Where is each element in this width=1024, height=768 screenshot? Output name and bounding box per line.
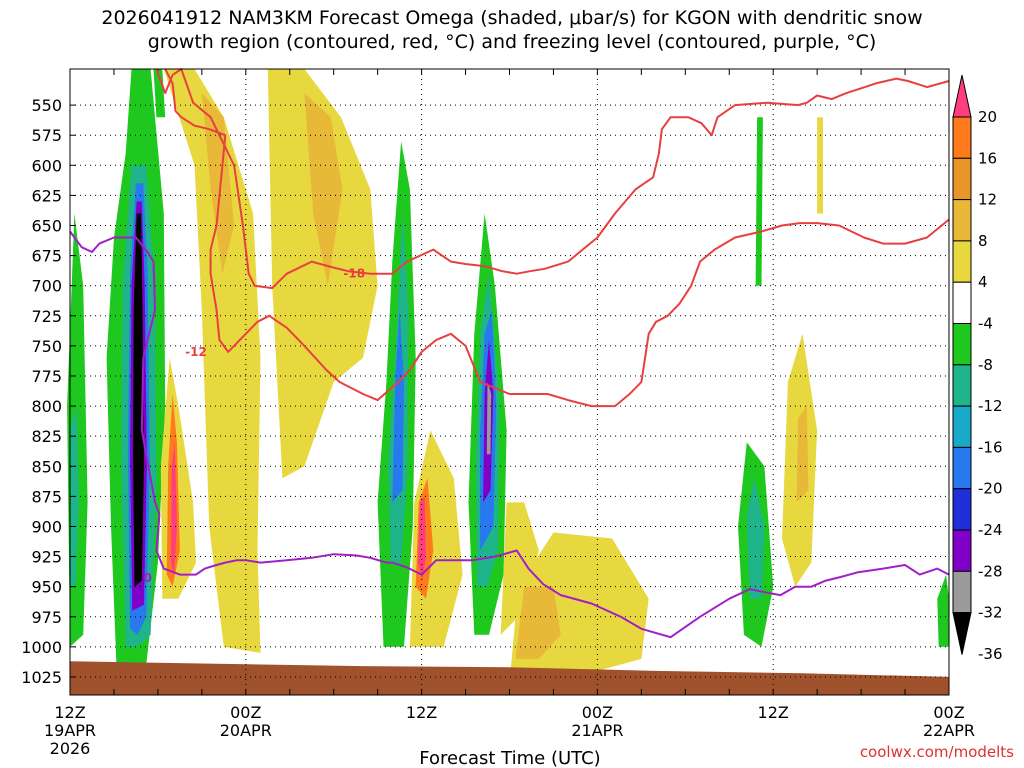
colorbar-label-0: 20 <box>978 108 997 126</box>
x-tick-60-line1: 00Z <box>933 703 964 722</box>
y-tick-875: 875 <box>31 487 62 506</box>
y-tick-1025: 1025 <box>21 668 62 687</box>
colorbar-label-11: -28 <box>978 562 1003 580</box>
y-tick-1000: 1000 <box>21 638 62 657</box>
colorbar-bin-1 <box>952 116 972 159</box>
pressure-axis: 550 575 600 625 650 675 700 725 750 775 800 825 850 8… <box>21 96 76 687</box>
omega-region-31 <box>796 406 809 503</box>
colorbar-bin-2 <box>952 157 972 201</box>
omega-region-34 <box>937 574 949 647</box>
contour-label-1: -18 <box>343 267 365 281</box>
colorbar-bin-6 <box>952 323 972 366</box>
colorbar-label-9: -20 <box>978 480 1003 498</box>
x-tick-36-line1: 00Z <box>582 703 613 722</box>
omega-region-13 <box>201 93 235 274</box>
x-tick-0-line1: 12Z <box>54 703 85 722</box>
omega-region-15 <box>304 93 343 286</box>
temperature-contours: -18 -12 0 <box>69 68 950 639</box>
contour-0-3 <box>69 230 950 639</box>
colorbar-bin-8 <box>952 405 972 448</box>
omega-region-18 <box>392 309 404 503</box>
chart-title-line-2: growth region (contoured, red, °C) and f… <box>148 31 877 53</box>
omega-region-12 <box>163 69 261 653</box>
omega-region-29 <box>515 586 561 659</box>
omega-region-9 <box>160 357 196 599</box>
y-tick-725: 725 <box>31 307 62 326</box>
y-tick-600: 600 <box>31 156 62 175</box>
contour--12-2 <box>164 68 950 408</box>
colorbar-bin-5 <box>952 281 972 325</box>
contour-label-3: 0 <box>143 571 151 585</box>
y-tick-975: 975 <box>31 608 62 627</box>
y-tick-700: 700 <box>31 277 62 296</box>
colorbar-bin-11 <box>952 529 972 572</box>
omega-region-35 <box>755 117 763 286</box>
omega-region-8 <box>153 69 166 118</box>
y-tick-850: 850 <box>31 457 62 476</box>
colorbar-bin-12 <box>952 570 972 614</box>
colorbar-bin-4 <box>952 240 972 283</box>
omega-region-5 <box>133 213 144 587</box>
x-axis-label: Forecast Time (UTC) <box>419 748 600 768</box>
x-tick-48-line1: 12Z <box>758 703 789 722</box>
y-tick-650: 650 <box>31 217 62 236</box>
x-tick-0-line3: 2026 <box>50 739 91 758</box>
colorbar-top-arrow <box>952 74 972 118</box>
omega-region-26 <box>486 382 492 455</box>
x-tick-12-line1: 00Z <box>230 703 261 722</box>
y-tick-625: 625 <box>31 186 62 205</box>
omega-region-33 <box>746 478 765 599</box>
y-tick-925: 925 <box>31 548 62 567</box>
omega-region-21 <box>417 496 426 581</box>
colorbar-label-10: -24 <box>978 521 1003 539</box>
colorbar-bin-3 <box>952 199 972 242</box>
ground-fill <box>70 661 949 695</box>
terrain-ground-layer <box>70 661 949 695</box>
colorbar-label-13: -36 <box>978 645 1003 663</box>
contour--18-1 <box>155 68 950 290</box>
x-tick-60-line2: 22APR <box>923 721 975 740</box>
colorbar-bottom-arrow <box>952 612 972 655</box>
contour-label-2: -12 <box>185 345 207 359</box>
y-tick-825: 825 <box>31 427 62 446</box>
colorbar-label-2: 12 <box>978 191 997 209</box>
colorbar: 20 16 12 8 4 -4 -8 -12 -16 -20 -24 -28 -32 -36 <box>952 74 1003 663</box>
y-tick-550: 550 <box>31 96 62 115</box>
colorbar-label-1: 16 <box>978 149 997 167</box>
credit-text: coolwx.com/modelts <box>860 743 1014 761</box>
y-tick-675: 675 <box>31 247 62 266</box>
colorbar-label-6: -8 <box>978 356 993 374</box>
y-tick-950: 950 <box>31 578 62 597</box>
y-tick-775: 775 <box>31 367 62 386</box>
plot-frame <box>69 68 950 696</box>
colorbar-label-5: -4 <box>978 315 993 333</box>
y-tick-800: 800 <box>31 397 62 416</box>
y-tick-900: 900 <box>31 517 62 536</box>
omega-shading <box>67 69 949 683</box>
x-tick-36-line2: 21APR <box>571 721 623 740</box>
x-tick-12-line2: 20APR <box>220 721 272 740</box>
colorbar-bin-10 <box>952 488 972 531</box>
colorbar-label-7: -12 <box>978 397 1003 415</box>
omega-region-11 <box>171 442 177 575</box>
x-tick-0-line2: 19APR <box>44 721 96 740</box>
omega-region-27 <box>500 502 539 635</box>
chart-title-line-1: 2026041912 NAM3KM Forecast Omega (shaded… <box>101 7 922 29</box>
colorbar-label-3: 8 <box>978 232 988 250</box>
y-tick-750: 750 <box>31 337 62 356</box>
x-tick-24-line1: 12Z <box>406 703 437 722</box>
colorbar-label-8: -16 <box>978 438 1003 456</box>
colorbar-label-12: -32 <box>978 604 1003 622</box>
colorbar-label-4: 4 <box>978 273 988 291</box>
y-tick-575: 575 <box>31 126 62 145</box>
colorbar-bin-9 <box>952 446 972 490</box>
colorbar-bin-7 <box>952 364 972 407</box>
